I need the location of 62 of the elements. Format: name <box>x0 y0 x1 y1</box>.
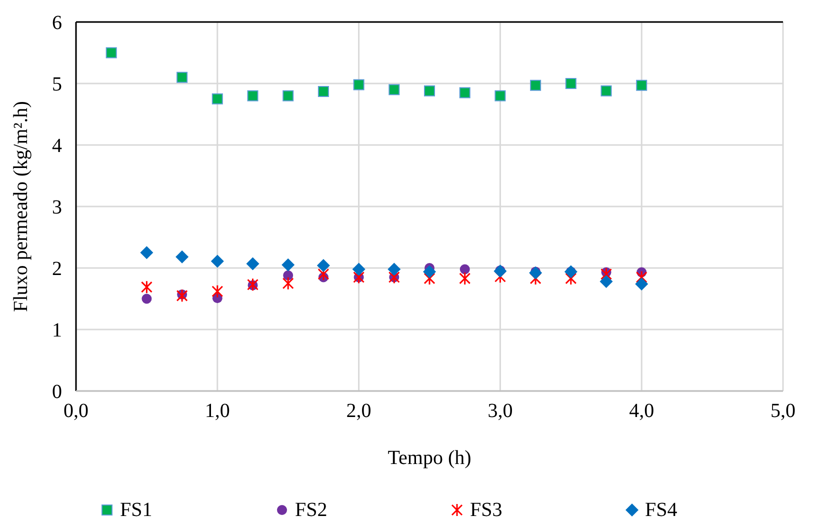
point <box>600 275 613 288</box>
point <box>106 47 117 58</box>
point <box>140 246 154 260</box>
point <box>494 90 506 102</box>
legend-label: FS4 <box>645 499 678 521</box>
point <box>282 276 294 290</box>
point <box>318 267 330 281</box>
point <box>459 272 471 286</box>
point <box>247 90 258 102</box>
y-tick-label: 1 <box>52 320 62 342</box>
point <box>530 272 542 286</box>
y-tick-label: 5 <box>52 74 62 96</box>
x-tick-label: 0,0 <box>64 400 88 422</box>
y-tick-label: 4 <box>52 135 62 157</box>
x-tick-label: 4,0 <box>629 400 654 422</box>
point <box>176 250 189 264</box>
point <box>318 86 329 97</box>
point <box>635 277 648 290</box>
point <box>424 85 435 96</box>
point <box>176 72 188 83</box>
legend-label: FS1 <box>120 499 152 521</box>
y-tick-label: 0 <box>52 381 62 403</box>
point <box>176 288 188 302</box>
point <box>388 262 401 276</box>
point <box>142 294 152 304</box>
point <box>460 264 470 274</box>
point <box>565 272 577 286</box>
point <box>283 270 294 280</box>
point <box>212 93 223 104</box>
point <box>282 258 295 272</box>
point <box>423 265 436 278</box>
point <box>600 85 612 96</box>
point <box>212 284 224 298</box>
point <box>565 78 576 89</box>
x-axis-title: Tempo (h) <box>388 447 472 469</box>
point <box>316 259 330 272</box>
point <box>282 90 294 102</box>
point <box>140 280 152 294</box>
point <box>494 264 507 278</box>
point <box>530 80 542 91</box>
point <box>636 270 648 284</box>
x-tick-label: 3,0 <box>488 400 513 422</box>
y-tick-label: 2 <box>52 258 62 280</box>
point <box>388 84 400 96</box>
point <box>459 87 470 98</box>
point <box>247 278 258 292</box>
y-tick-label: 6 <box>52 12 62 34</box>
point <box>210 254 224 268</box>
legend-label: FS3 <box>470 499 502 521</box>
legend-label: FS2 <box>295 499 328 521</box>
point <box>424 272 436 286</box>
y-tick-label: 3 <box>52 196 62 218</box>
x-tick-label: 1,0 <box>204 400 230 422</box>
point <box>600 267 612 281</box>
y-axis-title: Fluxo permeado (kg/m².h) <box>10 101 32 312</box>
point <box>246 257 260 270</box>
point <box>636 80 648 91</box>
x-tick-label: 5,0 <box>770 400 796 422</box>
point <box>352 262 366 276</box>
x-tick-label: 2,0 <box>346 400 372 422</box>
point <box>529 266 542 280</box>
point <box>353 79 364 90</box>
